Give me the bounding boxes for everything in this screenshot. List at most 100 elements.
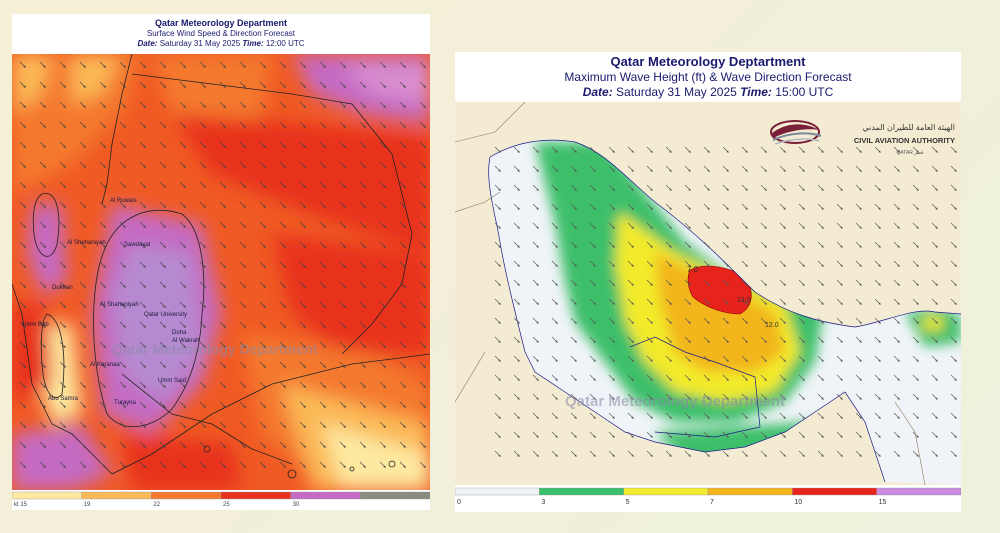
direction-arrow [39,281,46,288]
legend-swatch [623,487,709,496]
direction-arrow [299,141,306,148]
direction-arrow [551,298,558,305]
direction-arrow [608,355,615,362]
direction-arrow [608,336,615,343]
direction-arrow [399,241,406,248]
direction-arrow [627,412,634,419]
direction-arrow [359,441,366,448]
direction-arrow [419,121,426,128]
direction-arrow [119,441,126,448]
direction-arrow [798,412,805,419]
direction-arrow [589,241,596,248]
direction-arrow [513,355,520,362]
direction-arrow [836,146,843,153]
direction-arrow [159,381,166,388]
direction-arrow [19,401,26,408]
direction-arrow [703,336,710,343]
direction-arrow [399,141,406,148]
direction-arrow [513,317,520,324]
direction-arrow [779,184,786,191]
direction-arrow [119,261,126,268]
direction-arrow [893,355,900,362]
direction-arrow [219,301,226,308]
direction-arrow [379,141,386,148]
direction-arrow [494,146,501,153]
direction-arrow [570,260,577,267]
direction-arrow [19,221,26,228]
direction-arrow [684,431,691,438]
direction-arrow [627,165,634,172]
direction-arrow [513,222,520,229]
direction-arrow [299,121,306,128]
direction-arrow [950,184,957,191]
direction-arrow [722,184,729,191]
direction-arrow [741,317,748,324]
direction-arrow [874,355,881,362]
place-label: Doha [172,330,187,336]
direction-arrow [570,146,577,153]
direction-arrow [551,374,558,381]
direction-arrow [319,221,326,228]
direction-arrow [119,61,126,68]
direction-arrow [279,461,286,468]
direction-arrow [139,281,146,288]
direction-arrow [684,203,691,210]
direction-arrow [79,341,86,348]
direction-arrow [912,203,919,210]
direction-arrow [79,241,86,248]
direction-arrow [741,355,748,362]
direction-arrow [532,184,539,191]
direction-arrow [532,317,539,324]
direction-arrow [159,141,166,148]
direction-arrow [179,201,186,208]
direction-arrow [779,165,786,172]
direction-arrow [259,301,266,308]
direction-arrow [419,461,426,468]
direction-arrow [893,412,900,419]
direction-arrow [798,260,805,267]
direction-arrow [646,431,653,438]
place-label: Umm Bab [22,322,49,328]
direction-arrow [950,355,957,362]
direction-arrow [912,146,919,153]
direction-arrow [359,341,366,348]
direction-arrow [760,260,767,267]
direction-arrow [239,61,246,68]
direction-arrow [259,201,266,208]
direction-arrow [119,341,126,348]
direction-arrow [279,261,286,268]
direction-arrow [760,165,767,172]
direction-arrow [279,221,286,228]
direction-arrow [646,241,653,248]
direction-arrow [299,381,306,388]
direction-arrow [199,221,206,228]
direction-arrow [99,81,106,88]
direction-arrow [893,222,900,229]
direction-arrow [779,279,786,286]
direction-arrow [741,298,748,305]
direction-arrow [627,203,634,210]
direction-arrow [722,431,729,438]
direction-arrow [912,412,919,419]
direction-arrow [259,361,266,368]
direction-arrow [836,279,843,286]
direction-arrow [19,61,26,68]
direction-arrow [419,221,426,228]
direction-arrow [39,381,46,388]
direction-arrow [551,336,558,343]
direction-arrow [570,165,577,172]
direction-arrow [779,336,786,343]
direction-arrow [741,184,748,191]
direction-arrow [59,321,66,328]
direction-arrow [817,279,824,286]
direction-arrow [494,393,501,400]
direction-arrow [319,301,326,308]
direction-arrow [239,381,246,388]
direction-arrow [551,355,558,362]
direction-arrow [99,141,106,148]
direction-arrow [570,355,577,362]
direction-arrow [817,165,824,172]
direction-arrow [159,341,166,348]
direction-arrow [239,221,246,228]
direction-arrow [532,222,539,229]
